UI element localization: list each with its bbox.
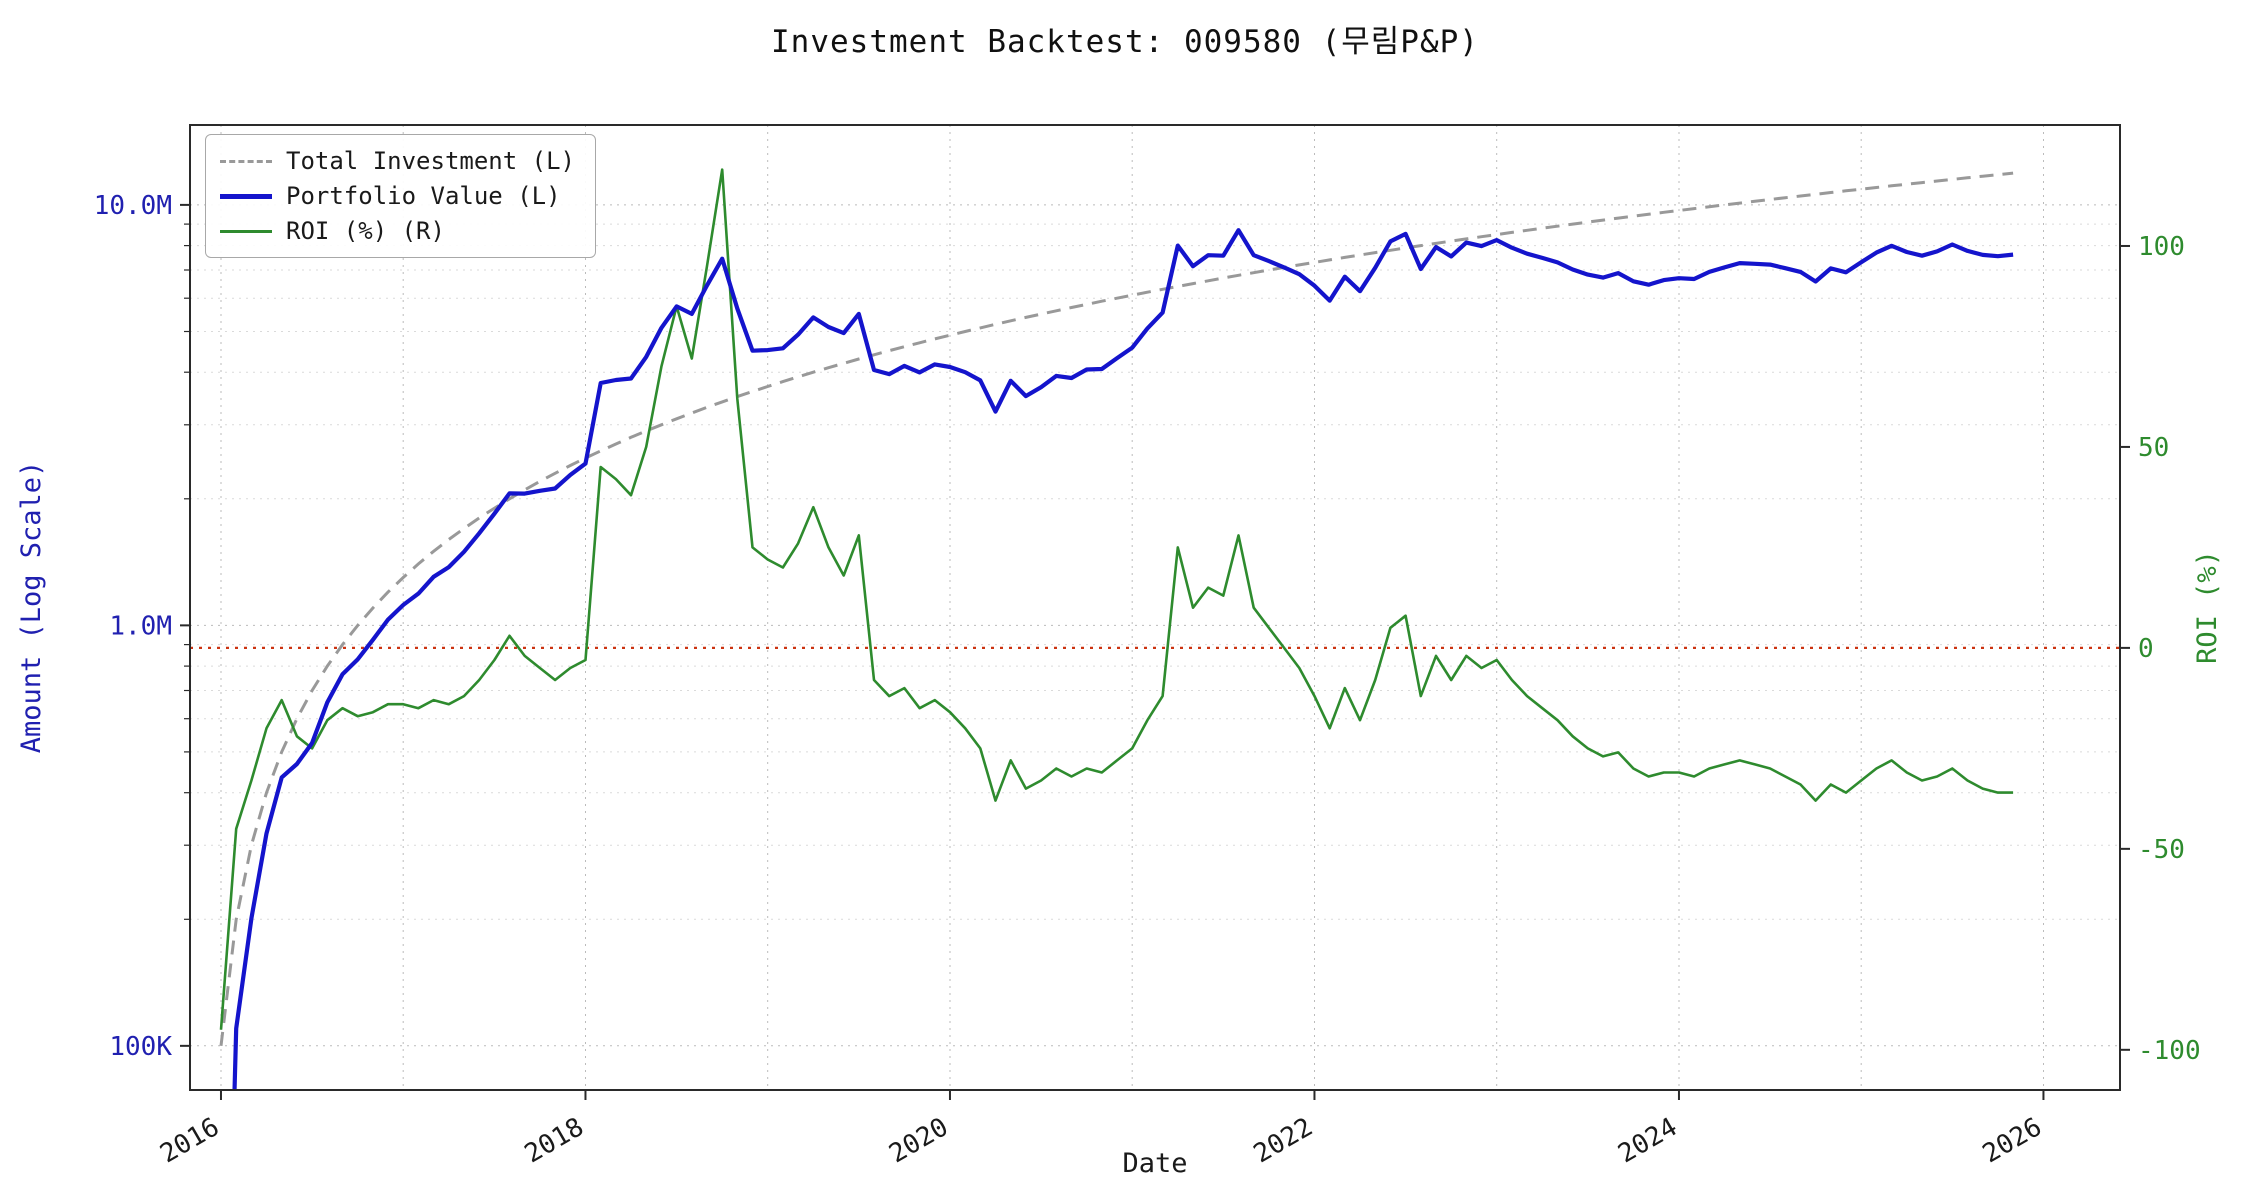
legend-label-portfolio-value: Portfolio Value (L) xyxy=(286,182,561,210)
right-tick-label: -100 xyxy=(2138,1036,2201,1066)
left-tick-label: 1.0M xyxy=(109,611,172,641)
left-tick-label: 10.0M xyxy=(94,191,172,221)
x-tick-label: 2022 xyxy=(1249,1112,1318,1169)
legend-item-total-investment: Total Investment (L) xyxy=(220,147,575,175)
legend-item-roi: ROI (%) (R) xyxy=(220,217,575,245)
x-tick-label: 2018 xyxy=(520,1112,589,1169)
x-tick-label: 2024 xyxy=(1613,1112,1682,1169)
roi-line xyxy=(219,168,2014,1030)
left-axis-label: Amount (Log Scale) xyxy=(16,461,47,754)
portfolio-value-line xyxy=(232,228,2014,1090)
tick-layer: 2016 2018 2020 2022 2024 2026 100K 1.0M 10.0M 100… xyxy=(94,191,2201,1169)
legend-label-total-investment: Total Investment (L) xyxy=(286,147,575,175)
legend: Total Investment (L) Portfolio Value (L)… xyxy=(205,134,596,258)
right-tick-label: -50 xyxy=(2138,835,2185,865)
left-tick-label: 100K xyxy=(109,1032,172,1062)
dashed-line-swatch-icon xyxy=(220,159,272,163)
x-tick-label: 2016 xyxy=(155,1112,224,1169)
x-tick-label: 2020 xyxy=(884,1112,953,1169)
right-tick-label: 100 xyxy=(2138,232,2185,262)
chart-title: Investment Backtest: 009580 (무림P&P) xyxy=(771,24,1479,60)
grid-layer xyxy=(190,125,2120,1090)
solid-blue-line-swatch-icon xyxy=(220,193,272,199)
right-axis-label: ROI (%) xyxy=(2192,550,2223,664)
right-tick-label: 0 xyxy=(2138,634,2154,664)
x-tick-label: 2026 xyxy=(1978,1112,2047,1169)
plot-frame xyxy=(189,124,2121,1091)
total-investment-line xyxy=(219,171,2014,1046)
series-layer xyxy=(219,168,2014,1090)
x-axis-label: Date xyxy=(1122,1148,1187,1179)
right-tick-label: 50 xyxy=(2138,433,2169,463)
legend-label-roi: ROI (%) (R) xyxy=(286,217,445,245)
solid-green-line-swatch-icon xyxy=(220,229,272,233)
legend-item-portfolio-value: Portfolio Value (L) xyxy=(220,182,575,210)
